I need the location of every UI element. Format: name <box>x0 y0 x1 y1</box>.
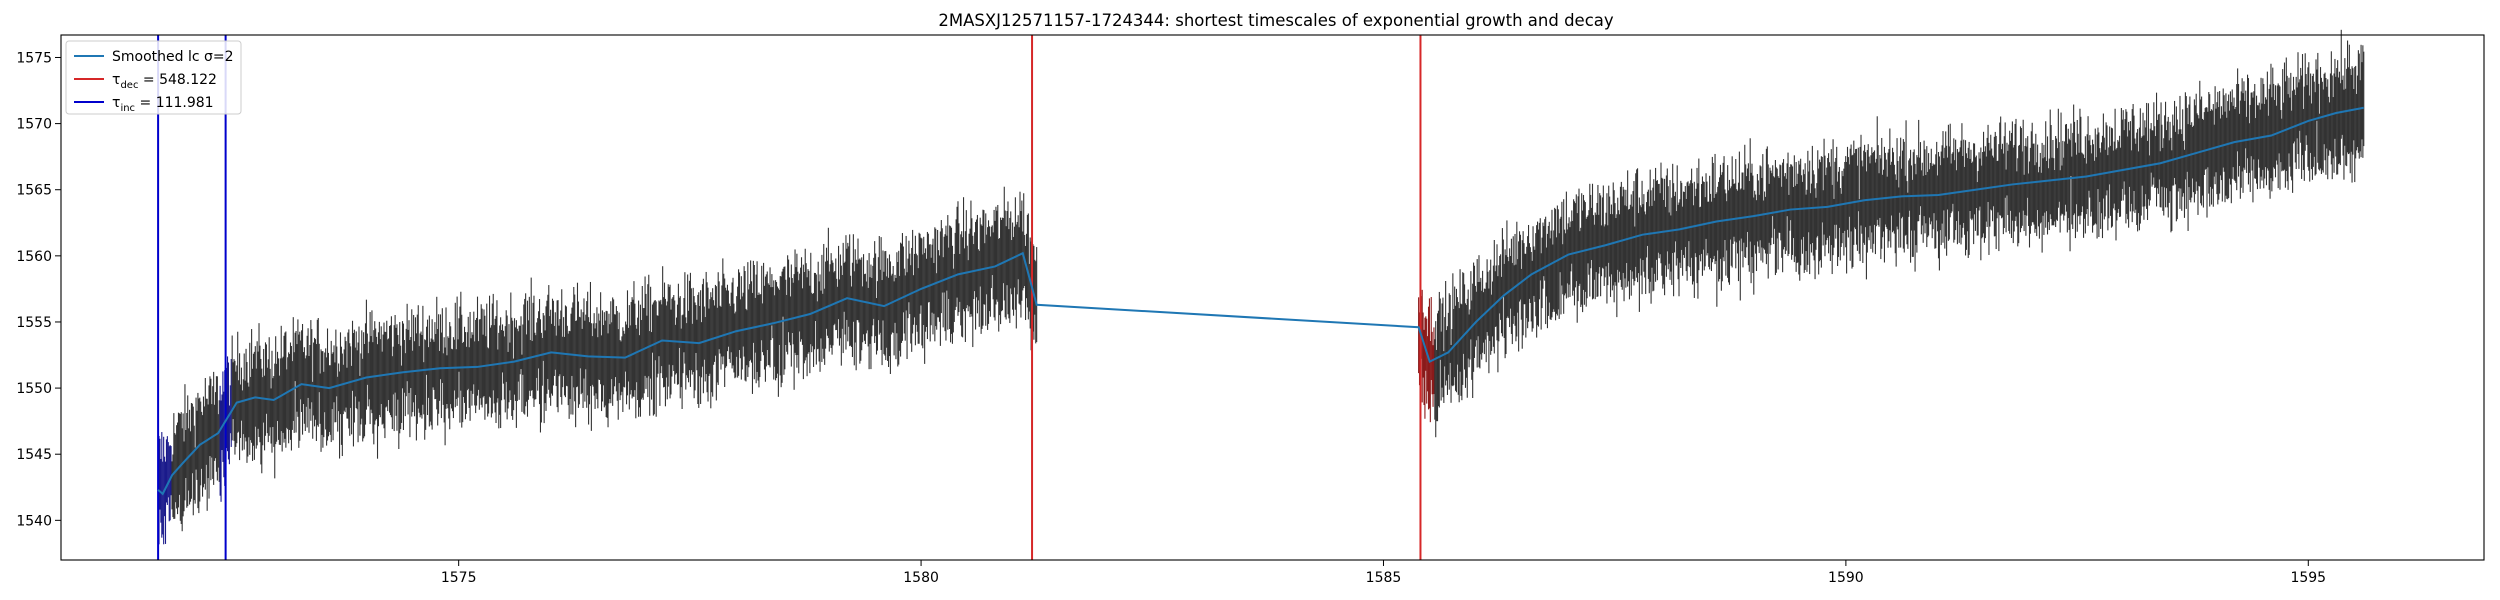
y-tick-label: 1545 <box>16 447 52 463</box>
y-tick-label: 1570 <box>16 117 52 133</box>
smoothed-lc-line <box>157 106 2364 496</box>
y-tick-label: 1575 <box>16 50 52 66</box>
y-tick-label: 1560 <box>16 249 52 265</box>
axes-frame <box>60 34 2485 561</box>
legend-label: τinc = 111.981 <box>112 95 214 114</box>
y-tick-label: 1550 <box>16 381 52 397</box>
y-tick-label: 1540 <box>16 513 52 529</box>
axes: 1575 1580 1585 1590 1595 1540 1545 1550 1555 1560… <box>16 34 2485 586</box>
legend-label: Smoothed lc σ=2 <box>112 49 234 65</box>
legend: Smoothed lc σ=2 τdec = 548.122 τinc = 111.… <box>65 40 242 115</box>
y-tick-label: 1565 <box>16 183 52 199</box>
plot-area <box>157 29 2365 560</box>
x-tick-label: 1585 <box>1366 570 1402 586</box>
legend-box <box>65 40 242 115</box>
x-tick-label: 1590 <box>1828 570 1864 586</box>
x-tick-label: 1580 <box>903 570 939 586</box>
x-tick-label: 1575 <box>441 570 477 586</box>
x-tick-label: 1595 <box>2290 570 2326 586</box>
legend-label: τdec = 548.122 <box>112 72 217 91</box>
y-tick-label: 1555 <box>16 315 52 331</box>
chart-title: 2MASXJ12571157-1724344: shortest timesca… <box>938 11 1614 30</box>
errorbar-group <box>157 29 2365 546</box>
